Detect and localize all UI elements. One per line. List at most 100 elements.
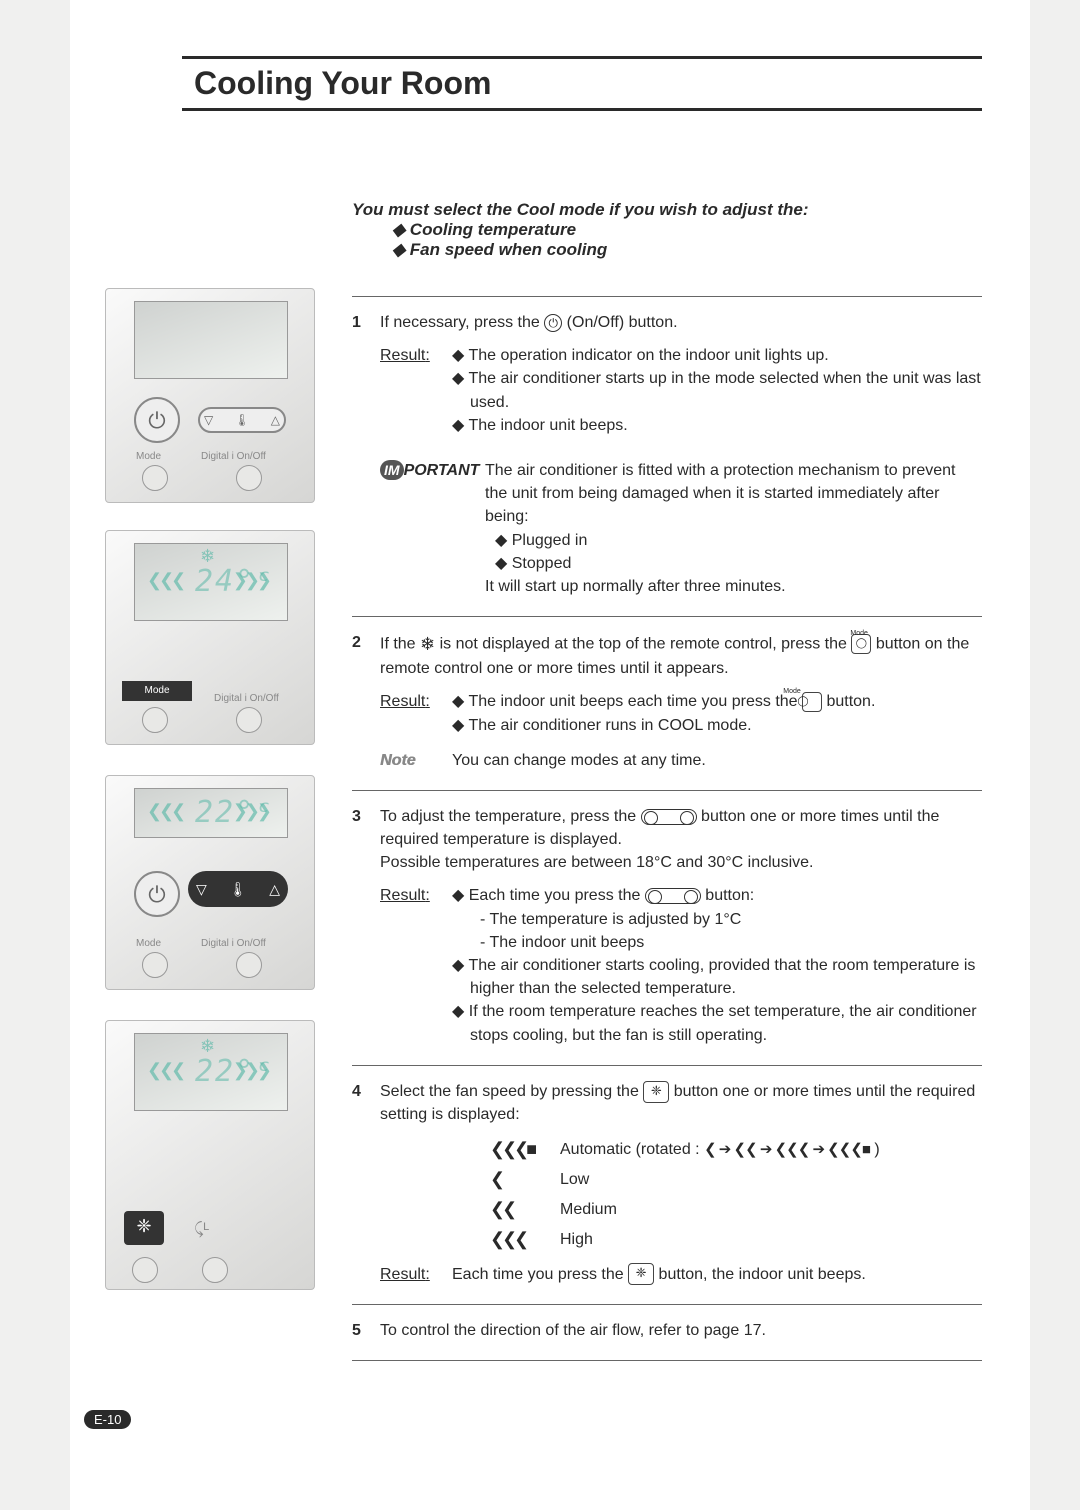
fan-speed-medium-icon: ❮❮ — [490, 1196, 550, 1222]
fan-bars-icon: ❯❯❯ — [233, 570, 269, 591]
important-block: IMPORTANT The air conditioner is fitted … — [380, 459, 982, 598]
step-3-result-1: Each time you press the button: — [452, 884, 982, 907]
step-4-rb: button, the indoor unit beeps. — [659, 1266, 866, 1283]
swing-icon: ⤹ᴸ — [194, 1221, 209, 1239]
speed-auto-label: Automatic (rotated : ❮ ➔ ❮❮ ➔ ❮❮❮ ➔ ❮❮❮■… — [560, 1138, 880, 1161]
remote-screen — [134, 301, 288, 379]
step-3-r1a: Each time you press the — [469, 887, 645, 904]
power-button-icon: ⏻ — [134, 871, 180, 917]
mode-button-icon: ◯ — [802, 692, 822, 712]
page-title-band: Cooling Your Room — [182, 56, 982, 111]
important-text: The air conditioner is fitted with a pro… — [485, 462, 955, 525]
fan-button-icon: ❈ — [643, 1081, 669, 1103]
important-label-text: PORTANT — [404, 462, 480, 479]
step-5-text: To control the direction of the air flow… — [380, 1322, 766, 1339]
fan-button-icon: ❈ — [628, 1263, 654, 1285]
fan-speed-low-icon: ❮ — [490, 1166, 550, 1192]
sleep-small-button — [202, 1257, 228, 1283]
digital-label: Digital i On/Off — [201, 938, 266, 949]
step-1: 1 If necessary, press the ⏻ (On/Off) but… — [352, 311, 982, 598]
step-2-result-1: The indoor unit beeps each time you pres… — [452, 690, 982, 713]
step-1-result-1: The operation indicator on the indoor un… — [452, 344, 982, 367]
separator — [352, 1065, 982, 1066]
important-bullet-1: Plugged in — [495, 529, 982, 552]
remote-thumb-3: ❮❮❮ 22°ᶜ ❯❯❯ ⏻ ▽🌡△ Mode Digital i On/Off — [105, 775, 315, 990]
fan-speed-auto-icon: ❮❮❮■ — [490, 1136, 550, 1162]
step-4: 4 Select the fan speed by pressing the ❈… — [352, 1080, 982, 1286]
intro-item-1: Cooling temperature — [392, 220, 972, 240]
step-1-result-2: The air conditioner starts up in the mod… — [452, 367, 982, 413]
content-column: 1 If necessary, press the ⏻ (On/Off) but… — [352, 278, 982, 1375]
page-number-badge: E-10 — [84, 1410, 131, 1429]
step-5: 5 To control the direction of the air fl… — [352, 1319, 982, 1342]
mode-label: Mode — [136, 938, 161, 949]
temp-pill-icon — [641, 809, 697, 825]
fan-bars-icon: ❮❮❮ — [147, 801, 183, 822]
step-number: 2 — [352, 631, 380, 772]
mode-small-button — [142, 707, 168, 733]
speed-medium-row: ❮❮ Medium — [490, 1196, 982, 1222]
digital-label: Digital i On/Off — [201, 451, 266, 462]
step-4-t1: Select the fan speed by pressing the — [380, 1083, 643, 1100]
fan-bars-icon: ❮❮❮ — [147, 1060, 183, 1081]
step-3: 3 To adjust the temperature, press the b… — [352, 805, 982, 1047]
important-label: IMPORTANT — [380, 459, 485, 598]
mode-button-icon: ◯ — [851, 634, 871, 654]
step-2-r1a: The indoor unit beeps each time you pres… — [468, 693, 802, 710]
remote-thumb-2: ❄ ❮❮❮ 24°ᶜ ❯❯❯ Mode Digital i On/Off — [105, 530, 315, 745]
power-button-icon: ⏻ — [134, 397, 180, 443]
important-bullet-2: Stopped — [495, 552, 982, 575]
step-2: 2 If the ❄ is not displayed at the top o… — [352, 631, 982, 772]
speed-high-row: ❮❮❮ High — [490, 1226, 982, 1252]
note-label: Note — [380, 749, 452, 772]
auto-rotation-icons: ❮ ➔ ❮❮ ➔ ❮❮❮ ➔ ❮❮❮■ — [704, 1141, 870, 1158]
page-title: Cooling Your Room — [194, 65, 982, 102]
fan-speed-high-icon: ❮❮❮ — [490, 1226, 550, 1252]
step-number: 1 — [352, 311, 380, 598]
fan-bars-icon: ❯❯❯ — [233, 1060, 269, 1081]
result-label: Result — [380, 690, 452, 736]
step-3-dash-1: - The temperature is adjusted by 1°C — [452, 908, 982, 931]
temp-pill: ▽🌡△ — [198, 407, 286, 433]
mode-highlight: Mode — [122, 681, 192, 701]
down-icon: ▽ — [196, 881, 207, 898]
speed-auto-row: ❮❮❮■ Automatic (rotated : ❮ ➔ ❮❮ ➔ ❮❮❮ ➔… — [490, 1136, 982, 1162]
step-number: 4 — [352, 1080, 380, 1286]
important-tail: It will start up normally after three mi… — [485, 578, 786, 595]
remote-thumb-4: ❄ ❮❮❮ 22°ᶜ ❯❯❯ ❈ ⤹ᴸ — [105, 1020, 315, 1290]
thermometer-icon: 🌡 — [229, 881, 247, 898]
note-text: You can change modes at any time. — [452, 749, 706, 772]
step-1-text-after: (On/Off) button. — [567, 314, 678, 331]
fan-bars-icon: ❯❯❯ — [233, 801, 269, 822]
temp-pill-highlight: ▽ 🌡 △ — [188, 871, 288, 907]
digital-small-button — [236, 707, 262, 733]
note-row: Note You can change modes at any time. — [380, 749, 982, 772]
step-2-t2: is not displayed at the top of the remot… — [440, 635, 852, 652]
intro-block: You must select the Cool mode if you wis… — [352, 200, 972, 260]
intro-item-2: Fan speed when cooling — [392, 240, 972, 260]
separator — [352, 616, 982, 617]
snowflake-icon: ❄ — [420, 634, 435, 654]
step-2-result-2: The air conditioner runs in COOL mode. — [452, 714, 982, 737]
step-2-r1b: button. — [826, 693, 875, 710]
up-icon: △ — [269, 881, 280, 898]
step-1-text-before: If necessary, press the — [380, 314, 544, 331]
power-icon: ⏻ — [544, 314, 562, 332]
step-number: 5 — [352, 1319, 380, 1342]
speed-high-label: High — [560, 1228, 593, 1251]
step-4-ra: Each time you press the — [452, 1266, 628, 1283]
step-3-t3: Possible temperatures are between 18°C a… — [380, 851, 982, 874]
remote-thumb-1: ⏻ ▽🌡△ Mode Digital i On/Off — [105, 288, 315, 503]
step-3-dash-2: - The indoor unit beeps — [452, 931, 982, 954]
step-3-r1b: button: — [705, 887, 754, 904]
speed-low-label: Low — [560, 1168, 589, 1191]
intro-lead: You must select the Cool mode if you wis… — [352, 200, 972, 220]
separator — [352, 1360, 982, 1361]
step-3-result-3: If the room temperature reaches the set … — [452, 1000, 982, 1046]
digital-small-button — [236, 465, 262, 491]
turbo-small-button — [132, 1257, 158, 1283]
speed-low-row: ❮ Low — [490, 1166, 982, 1192]
step-2-t1: If the — [380, 635, 420, 652]
separator — [352, 1304, 982, 1305]
remote-screen: ❄ ❮❮❮ 24°ᶜ ❯❯❯ — [134, 543, 288, 621]
